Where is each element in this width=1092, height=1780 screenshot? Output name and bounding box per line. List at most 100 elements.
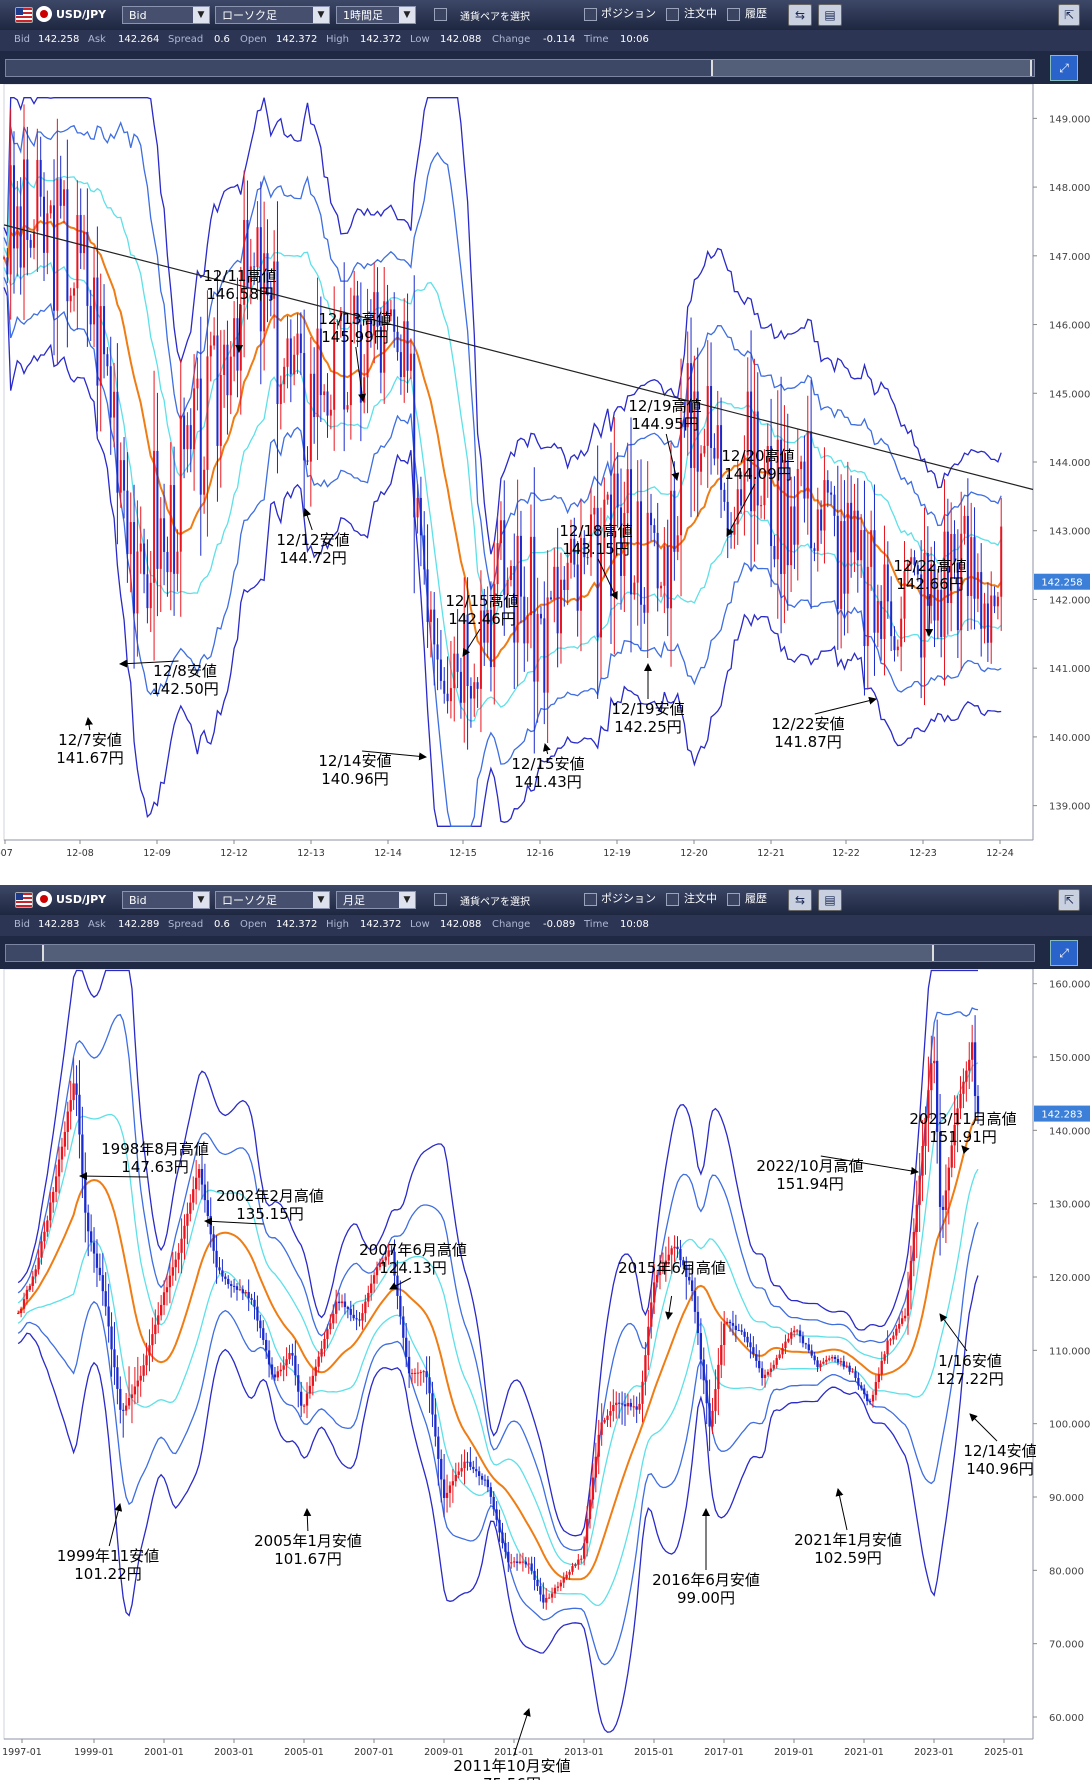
- candle-body: [798, 1330, 802, 1337]
- candle-body: [282, 1365, 285, 1370]
- annotation-label: 12/14安値: [963, 1442, 1036, 1460]
- price-type-select[interactable]: Bid ▼: [122, 891, 210, 909]
- window-icon[interactable]: ▤: [818, 4, 842, 26]
- candle-body: [448, 1485, 452, 1493]
- candle-body: [156, 450, 159, 569]
- candle-body: [896, 646, 899, 651]
- candle-body: [163, 518, 166, 552]
- candle-body: [224, 1276, 227, 1279]
- candle-body: [973, 1042, 977, 1097]
- position-label: ポジション: [601, 7, 656, 20]
- chart-type-select[interactable]: ローソク足 ▼: [215, 6, 330, 24]
- candle-body: [402, 1316, 405, 1338]
- ask-label: Ask: [88, 919, 106, 930]
- timeframe-select[interactable]: 1時間足 ▼: [336, 6, 416, 24]
- navigator-range-handle[interactable]: [711, 60, 1032, 76]
- orders-checkbox[interactable]: [666, 8, 679, 21]
- navigator-scrollbar[interactable]: [5, 59, 1035, 77]
- candle-body: [119, 460, 122, 493]
- candle-body: [923, 552, 926, 658]
- zoom-icon[interactable]: ⤢: [1050, 55, 1078, 81]
- moving-average-line: [17, 1115, 979, 1581]
- annotation-label: 2015年6月高値: [618, 1259, 726, 1277]
- candle-body: [434, 1414, 437, 1437]
- candle-body: [853, 510, 856, 553]
- candle-body: [60, 1146, 64, 1160]
- collapse-icon[interactable]: ⇱: [1058, 889, 1080, 911]
- candle-body: [770, 446, 773, 547]
- navigator-scrollbar[interactable]: [5, 944, 1035, 962]
- candle-body: [256, 227, 259, 268]
- annotation-arrow: [814, 696, 877, 715]
- candle-body: [918, 1175, 921, 1205]
- candle-body: [753, 411, 756, 512]
- candle-body: [886, 564, 889, 602]
- candle-body: [369, 318, 372, 336]
- candle-body: [359, 324, 362, 403]
- candle-body: [830, 492, 833, 495]
- candle-body: [800, 461, 803, 470]
- candle-body: [54, 1176, 58, 1192]
- history-checkbox[interactable]: [727, 893, 740, 906]
- open-label: Open: [240, 919, 267, 930]
- position-checkbox[interactable]: [584, 8, 597, 21]
- x-tick-label: 1997-01: [2, 1747, 42, 1758]
- candle-body: [986, 603, 989, 643]
- candle-body: [926, 552, 929, 606]
- candle-body: [413, 1372, 417, 1374]
- candle-body: [529, 536, 532, 616]
- orders-label: 注文中: [684, 7, 717, 20]
- annotation-arrow: [820, 1155, 919, 1175]
- candle-body: [734, 1325, 738, 1330]
- orders-checkbox[interactable]: [666, 893, 679, 906]
- candle-body: [483, 610, 486, 643]
- currency-pair-label[interactable]: USD/JPY: [56, 893, 107, 906]
- select-pair-checkbox[interactable]: [434, 893, 447, 906]
- y-tick-label: 90.000: [1049, 1493, 1084, 1504]
- candle-body: [192, 1189, 195, 1203]
- swap-icon[interactable]: ⇆: [788, 4, 812, 26]
- candle-body: [265, 1339, 268, 1351]
- y-tick-label: 147.000: [1049, 252, 1090, 263]
- navigator-range-handle[interactable]: [42, 945, 934, 961]
- price-type-select[interactable]: Bid ▼: [122, 6, 210, 24]
- candle-body: [506, 580, 509, 595]
- candle-body: [670, 490, 673, 609]
- candle-body: [386, 301, 389, 317]
- candle-body: [153, 450, 156, 583]
- band-outer-line: [17, 969, 978, 1537]
- collapse-icon[interactable]: ⇱: [1058, 4, 1080, 26]
- candle-body: [69, 1100, 72, 1112]
- us-flag-icon: [15, 892, 33, 908]
- timeframe-select[interactable]: 月足 ▼: [336, 891, 416, 909]
- candle-body: [423, 535, 426, 570]
- candle-body: [358, 1319, 361, 1321]
- time-value: 10:06: [620, 34, 649, 45]
- currency-pair-label[interactable]: USD/JPY: [56, 8, 107, 21]
- select-pair-checkbox[interactable]: [434, 8, 447, 21]
- candle-body: [915, 1204, 918, 1233]
- candle-body: [941, 1206, 945, 1210]
- candle-body: [883, 1354, 886, 1361]
- annotation-value: 144.09円: [724, 465, 792, 483]
- candle-body: [793, 506, 796, 545]
- history-checkbox[interactable]: [727, 8, 740, 21]
- annotation-label: 12/13高値: [318, 310, 391, 328]
- candle-body: [124, 1405, 128, 1411]
- candle-body: [512, 1561, 516, 1563]
- candle-body: [644, 1355, 647, 1382]
- swap-icon[interactable]: ⇆: [788, 889, 812, 911]
- candle-body: [653, 1282, 656, 1303]
- candle-body: [229, 356, 232, 396]
- window-icon[interactable]: ▤: [818, 889, 842, 911]
- zoom-icon[interactable]: ⤢: [1050, 940, 1078, 966]
- candle-body: [286, 338, 289, 367]
- y-tick-label: 150.000: [1049, 1053, 1090, 1064]
- candle-body: [37, 1257, 40, 1270]
- chart-type-select[interactable]: ローソク足 ▼: [215, 891, 330, 909]
- candle-body: [352, 1314, 355, 1319]
- position-checkbox[interactable]: [584, 893, 597, 906]
- candle-body: [573, 538, 576, 565]
- candle-body: [746, 391, 749, 456]
- candle-body: [393, 309, 396, 332]
